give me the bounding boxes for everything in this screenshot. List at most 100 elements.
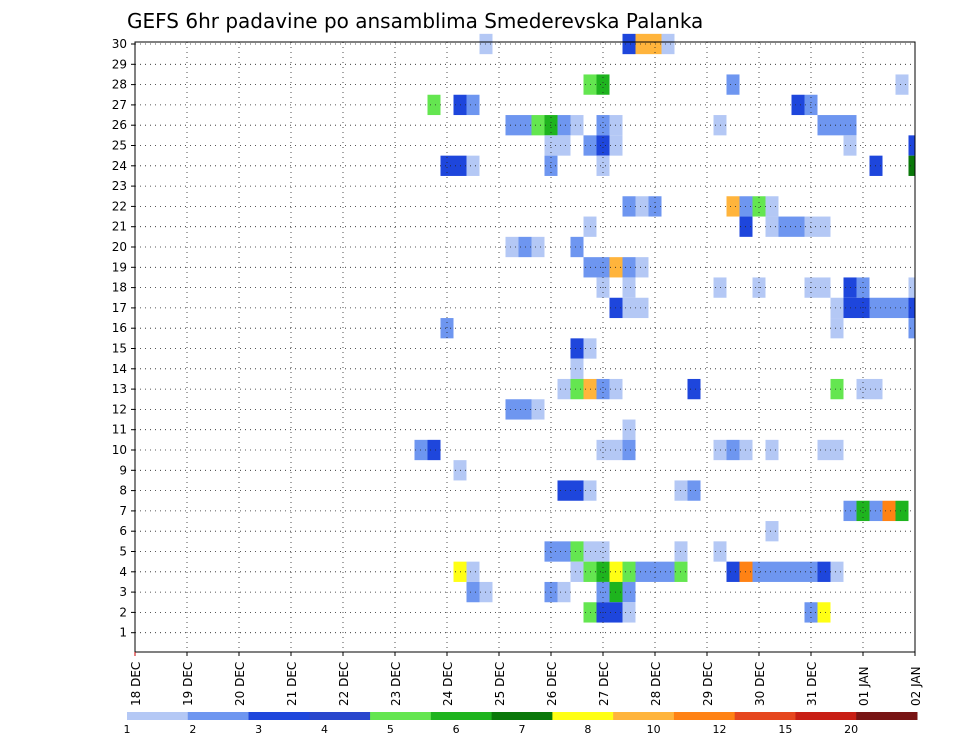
heatmap-cell (440, 318, 454, 339)
plot-frame (134, 41, 916, 653)
grid-lines (135, 42, 915, 652)
x-tick-label: 19 DEC (181, 662, 195, 706)
y-axis: 1234567891011121314151617181920212223242… (112, 37, 135, 640)
heatmap-cell (791, 216, 805, 237)
chart-title: GEFS 6hr padavine po ansamblima Smederev… (127, 9, 703, 33)
heatmap-cell (622, 33, 636, 55)
heatmap-cell (765, 439, 779, 461)
heatmap-cell (557, 135, 571, 156)
heatmap-cell (427, 94, 441, 116)
heatmap-cell (622, 196, 636, 217)
heatmap-cell (661, 561, 675, 582)
y-tick-label: 10 (112, 443, 127, 457)
y-tick-label: 1 (119, 626, 127, 640)
x-tick-label: 27 DEC (597, 662, 611, 706)
heatmap-cell (635, 196, 649, 217)
heatmap-cell (622, 277, 636, 298)
y-tick-label: 20 (112, 240, 127, 254)
y-tick-label: 30 (112, 37, 127, 51)
heatmap-cell (622, 561, 636, 582)
legend-label: 6 (453, 723, 460, 736)
heatmap-cells (414, 33, 915, 623)
legend-swatch (552, 712, 614, 720)
heatmap-cell (427, 439, 441, 461)
heatmap-cell (882, 500, 896, 522)
x-tick-label: 26 DEC (545, 662, 559, 706)
heatmap-cell (752, 561, 766, 582)
legend-swatch (430, 712, 493, 720)
heatmap-cell (765, 196, 779, 217)
legend-swatch (856, 712, 918, 720)
heatmap-cell (882, 297, 896, 319)
heatmap-cell (596, 155, 610, 176)
legend-label: 12 (713, 723, 727, 736)
y-tick-label: 3 (119, 585, 127, 599)
x-tick-label: 30 DEC (753, 662, 767, 706)
heatmap-cell (505, 399, 519, 420)
x-tick-label: 29 DEC (701, 662, 715, 706)
heatmap-cell (791, 561, 805, 582)
heatmap-cell (466, 561, 480, 582)
heatmap-cell (908, 297, 915, 319)
legend-label: 10 (647, 723, 661, 736)
y-tick-label: 5 (119, 545, 127, 559)
heatmap-cell (817, 561, 831, 582)
y-tick-label: 24 (112, 159, 127, 173)
y-tick-label: 23 (112, 179, 127, 193)
heatmap-cell (570, 541, 584, 562)
y-tick-label: 18 (112, 281, 127, 295)
legend-label: 2 (189, 723, 196, 736)
heatmap-cell (830, 318, 844, 339)
legend-label: 7 (519, 723, 526, 736)
legend-swatch (248, 712, 310, 720)
x-tick-label: 18 DEC (129, 662, 143, 706)
y-tick-label: 17 (112, 301, 127, 315)
legend-swatch (127, 712, 189, 720)
legend-swatch (491, 712, 553, 720)
y-tick-label: 19 (112, 260, 127, 274)
heatmap-cell (908, 318, 915, 339)
heatmap-cell (596, 561, 610, 582)
heatmap-cell (765, 521, 779, 542)
legend-label: 1 (124, 723, 131, 736)
legend-label: 3 (255, 723, 262, 736)
heatmap-cell (570, 378, 584, 400)
heatmap-cell (635, 257, 649, 278)
legend-swatch (613, 712, 675, 720)
heatmap-cell (570, 115, 584, 136)
heatmap-cell (752, 196, 766, 217)
heatmap-cell (622, 257, 636, 278)
x-tick-label: 24 DEC (441, 662, 455, 706)
legend-label: 5 (387, 723, 394, 736)
y-tick-label: 2 (119, 605, 127, 619)
legend-label: 20 (844, 723, 858, 736)
heatmap-cell (830, 115, 844, 136)
heatmap-cell (830, 439, 844, 461)
heatmap-cell (622, 297, 636, 319)
heatmap-cell (622, 602, 636, 623)
x-tick-label: 02 JAN (909, 666, 923, 706)
x-tick-label: 01 JAN (857, 666, 871, 706)
heatmap-cell (622, 439, 636, 461)
color-legend: 1 2 3 4 5 6 7 8 10 12 15 20 (124, 712, 918, 736)
y-tick-label: 16 (112, 321, 127, 335)
heatmap-cell (570, 338, 584, 359)
heatmap-cell (531, 399, 545, 420)
heatmap-cell (830, 297, 844, 319)
x-axis: 18 DEC 19 DEC 20 DEC 21 DEC 22 DEC 23 DEC 24 D… (129, 652, 923, 706)
heatmap-cell (466, 94, 480, 116)
x-tick-label: 21 DEC (285, 662, 299, 706)
heatmap-cell (505, 236, 519, 258)
legend-swatch (795, 712, 857, 720)
legend-swatch (673, 712, 736, 720)
heatmap-cell (596, 439, 610, 461)
heatmap-cell (817, 115, 831, 136)
heatmap-cell (726, 561, 740, 582)
y-tick-label: 28 (112, 78, 127, 92)
heatmap-cell (622, 581, 636, 603)
heatmap-cell (466, 581, 480, 603)
heatmap-cell (830, 378, 844, 400)
heatmap-cell (817, 216, 831, 237)
legend-label: 4 (321, 723, 328, 736)
